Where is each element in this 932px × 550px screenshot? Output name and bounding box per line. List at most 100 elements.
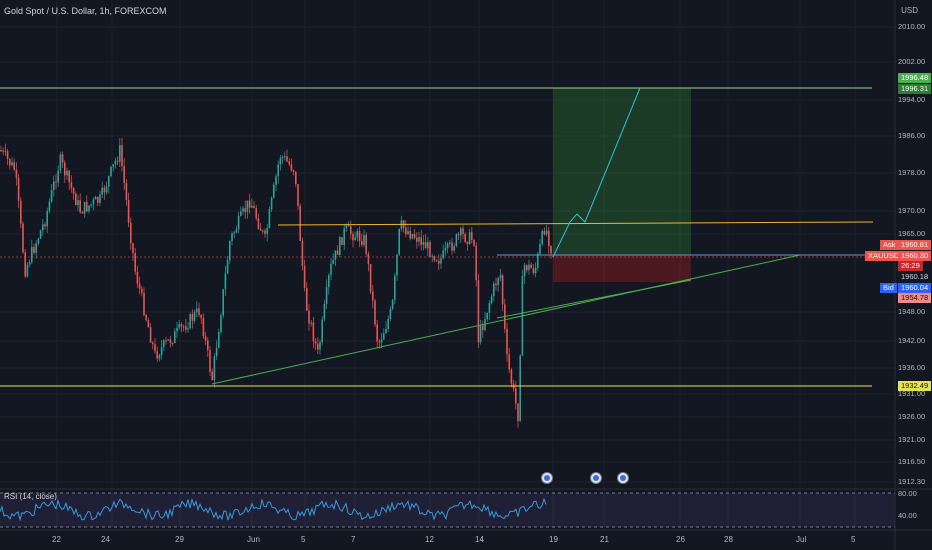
candle-body — [226, 260, 229, 274]
candle-body — [59, 154, 62, 171]
candle-body — [92, 199, 95, 205]
target-price-badge[interactable]: 1996.48 — [898, 73, 932, 83]
candle-body — [70, 182, 73, 188]
candle-body — [9, 158, 11, 166]
candle-body — [33, 247, 35, 253]
candle-body — [88, 205, 90, 212]
candle-body — [0, 150, 2, 152]
candle-body — [48, 201, 51, 212]
support-price-badge[interactable]: 1932.49 — [898, 381, 932, 391]
ask-label-badge: Ask — [880, 240, 899, 250]
candle-body — [42, 224, 44, 231]
candle-body — [171, 342, 174, 344]
calendar-event-icon[interactable] — [541, 472, 553, 484]
candle-body — [372, 291, 374, 301]
countdown-badge: 26:29 — [898, 261, 923, 271]
candle-body — [422, 241, 425, 245]
candle-body — [224, 273, 227, 290]
candle-body — [413, 234, 416, 238]
projection-path[interactable] — [552, 87, 641, 258]
candle-body — [204, 336, 207, 341]
candle-body — [213, 356, 216, 380]
candle-body — [473, 240, 475, 246]
candle-body — [112, 164, 114, 167]
candle-body — [444, 248, 447, 251]
candle-body — [79, 200, 81, 213]
candle-body — [55, 181, 57, 183]
candle-body — [292, 170, 295, 172]
candle-body — [257, 218, 260, 229]
candle-body — [273, 184, 275, 198]
profit-zone[interactable] — [553, 88, 691, 255]
candle-body — [2, 150, 4, 152]
price-tick: 1916.50 — [898, 457, 926, 466]
candle-body — [130, 222, 132, 244]
price-label-plain: 1960.18 — [898, 272, 932, 282]
price-tick: 2010.00 — [898, 22, 926, 31]
candle-body — [176, 327, 178, 332]
candle-body — [301, 240, 304, 267]
candle-body — [279, 157, 282, 165]
candle-body — [191, 314, 194, 321]
candle-body — [237, 215, 240, 230]
candle-body — [61, 154, 64, 163]
candle-body — [220, 315, 222, 333]
candle-body — [532, 268, 535, 274]
candle-body — [44, 224, 46, 227]
candle-body — [424, 241, 427, 249]
candle-body — [411, 234, 414, 239]
candle-body — [328, 274, 330, 288]
target-line-badge[interactable]: 1996.31 — [898, 84, 932, 94]
candle-body — [125, 183, 128, 201]
candle-body — [440, 258, 442, 264]
candle-body — [136, 271, 139, 284]
candle-body — [479, 325, 482, 343]
price-tick: 1912.30 — [898, 477, 926, 486]
candle-body — [132, 243, 134, 254]
candle-body — [528, 264, 530, 271]
trendline-extension[interactable] — [496, 279, 692, 319]
price-tick: 1970.00 — [898, 206, 926, 215]
rsi-line — [0, 497, 547, 522]
calendar-event-icon[interactable] — [617, 472, 629, 484]
date-tick: 14 — [475, 535, 484, 544]
candle-body — [101, 187, 103, 195]
candle-body — [515, 388, 517, 404]
candle-body — [308, 310, 310, 324]
price-tick: 1948.00 — [898, 307, 926, 316]
candle-body — [468, 232, 471, 245]
trendline[interactable] — [211, 254, 801, 385]
candle-body — [266, 227, 268, 234]
candle-body — [233, 232, 235, 234]
stop-price-badge[interactable]: 1954.78 — [898, 293, 932, 303]
candle-body — [288, 161, 290, 165]
candle-body — [24, 252, 26, 277]
resistance-line[interactable] — [277, 221, 874, 226]
price-tick: 1978.00 — [898, 168, 926, 177]
price-tick: 2002.00 — [898, 57, 926, 66]
candle-body — [429, 242, 431, 257]
chart-title[interactable]: Gold Spot / U.S. Dollar, 1h, FOREXCOM — [4, 6, 167, 16]
candle-body — [334, 250, 337, 261]
candle-body — [361, 240, 363, 245]
calendar-event-icon[interactable] — [590, 472, 602, 484]
candle-body — [475, 245, 477, 281]
candle-body — [299, 205, 301, 241]
candle-body — [497, 278, 499, 285]
candle-body — [66, 170, 68, 176]
date-tick: 26 — [676, 535, 685, 544]
candle-body — [251, 205, 253, 208]
price-tick: 1965.00 — [898, 229, 926, 238]
candle-body — [64, 162, 66, 176]
candle-body — [495, 283, 497, 285]
candle-body — [394, 275, 396, 301]
rsi-indicator-label[interactable]: RSI (14, close) — [4, 492, 57, 501]
candle-body — [35, 243, 37, 253]
candle-body — [466, 241, 469, 245]
candle-body — [341, 237, 343, 245]
candle-body — [28, 262, 31, 265]
candle-body — [163, 340, 165, 348]
loss-zone[interactable] — [553, 255, 691, 282]
candle-body — [284, 156, 286, 158]
